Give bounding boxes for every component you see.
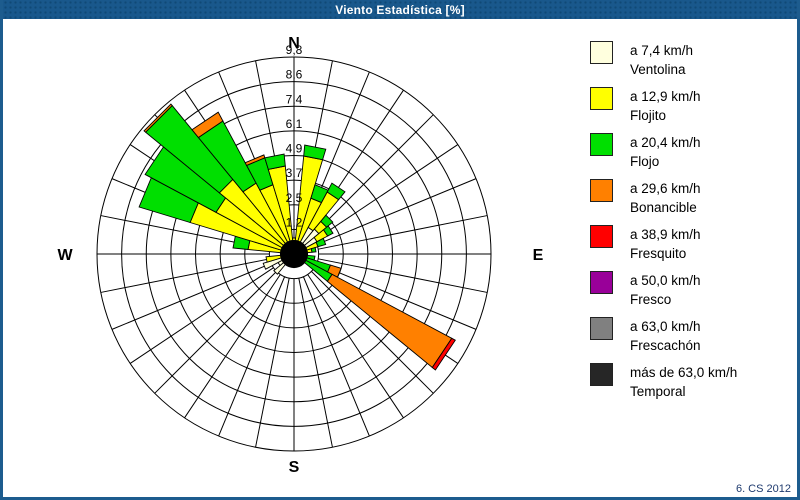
legend-swatch-flojo	[590, 133, 613, 156]
petal-segment-flojo	[303, 144, 327, 161]
grid-spoke	[154, 271, 277, 394]
legend-item: a 38,9 km/h Fresquito	[590, 225, 795, 263]
ring-label: 8,6	[286, 68, 303, 82]
grid-spoke	[311, 114, 434, 237]
ring-label: 9,8	[286, 43, 303, 57]
legend-label: a 7,4 km/h Ventolina	[630, 43, 694, 77]
petal-segment-flojo	[326, 182, 346, 201]
grid-spoke	[307, 274, 404, 419]
legend-label: a 63,0 km/h Frescachón	[630, 319, 701, 353]
grid-spoke	[316, 262, 477, 330]
compass-label-n: N	[288, 35, 300, 52]
ring-label: 4,9	[286, 142, 303, 156]
legend-swatch-temporal	[590, 363, 613, 386]
legend: a 7,4 km/h Ventolina a 12,9 km/h Flojito a 2…	[590, 41, 795, 409]
grid-spoke	[184, 274, 281, 419]
compass-label-w: W	[57, 247, 73, 264]
grid-spoke	[298, 278, 333, 448]
compass-label-s: S	[289, 459, 300, 476]
legend-label: a 12,9 km/h Flojito	[630, 89, 701, 123]
legend-item: a 12,9 km/h Flojito	[590, 87, 795, 125]
legend-item: a 7,4 km/h Ventolina	[590, 41, 795, 79]
grid-spoke	[318, 258, 488, 293]
wind-rose-chart: 1,2 2,5 3,7 4,9 6,1 7,4 8,6 9,8N S W E	[57, 35, 544, 476]
legend-label: a 38,9 km/h Fresquito	[630, 227, 701, 261]
legend-label: a 50,0 km/h Fresco	[630, 273, 701, 307]
petal-segment-fresquito	[431, 337, 456, 371]
legend-swatch-fresquito	[590, 225, 613, 248]
legend-label: a 20,4 km/h Flojo	[630, 135, 701, 169]
footer-credit: 6. CS 2012	[735, 483, 791, 495]
grid-spoke	[218, 276, 286, 437]
ring-label: 1,2	[286, 215, 303, 229]
petal-segment-flojo	[310, 247, 317, 253]
legend-item: a 20,4 km/h Flojo	[590, 133, 795, 171]
legend-item: a 29,6 km/h Bonancible	[590, 179, 795, 217]
legend-item: a 50,0 km/h Fresco	[590, 271, 795, 309]
grid-spoke	[129, 267, 274, 364]
window-title: Viento Estadística [%]	[335, 2, 465, 17]
ring-label: 3,7	[286, 166, 303, 180]
ring-label: 6,1	[286, 117, 303, 131]
legend-swatch-frescachón	[590, 317, 613, 340]
legend-swatch-fresco	[590, 271, 613, 294]
grid-spoke	[302, 276, 370, 437]
legend-label: a 29,6 km/h Bonancible	[630, 181, 701, 215]
ring-label: 2,5	[286, 191, 303, 205]
petal-segment-flojo	[322, 225, 334, 237]
petal-segment-bonancible	[244, 154, 266, 166]
legend-swatch-bonancible	[590, 179, 613, 202]
grid-spoke	[311, 271, 434, 394]
grid-spoke	[318, 215, 488, 250]
grid-spoke	[111, 262, 272, 330]
compass-label-e: E	[533, 247, 544, 264]
window-titlebar[interactable]: Viento Estadística [%]	[3, 0, 797, 19]
grid-spoke	[100, 258, 270, 293]
petal-segment-bonancible	[191, 111, 224, 139]
petal-segment-flojo	[264, 153, 286, 170]
petal-segment-flojo	[315, 237, 327, 248]
petal-segment-bonancible	[143, 103, 173, 133]
grid-spoke	[316, 178, 477, 246]
legend-item: más de 63,0 km/h Temporal	[590, 363, 795, 401]
legend-label: más de 63,0 km/h Temporal	[630, 365, 738, 399]
legend-swatch-flojito	[590, 87, 613, 110]
ring-label: 7,4	[286, 92, 303, 106]
grid-spoke	[314, 144, 459, 241]
petal-segment-flojo	[320, 214, 334, 228]
petal-segment-bonancible	[326, 273, 453, 369]
legend-swatch-ventolina	[590, 41, 613, 64]
legend-item: a 63,0 km/h Frescachón	[590, 317, 795, 355]
rose-center	[279, 239, 309, 269]
grid-spoke	[255, 278, 290, 448]
